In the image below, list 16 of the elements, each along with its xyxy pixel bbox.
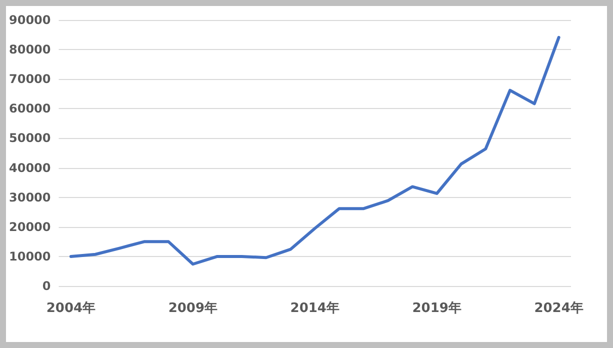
y-tick-label: 0 (42, 279, 51, 293)
y-tick-label: 40000 (9, 160, 51, 175)
x-tick-label: 2019年 (412, 301, 462, 316)
y-tick-label: 50000 (9, 131, 51, 146)
y-tick-label: 90000 (9, 13, 51, 27)
y-tick-label: 80000 (9, 42, 51, 57)
x-tick-label: 2014年 (290, 301, 340, 316)
y-tick-label: 20000 (9, 220, 51, 234)
y-tick-label: 30000 (9, 190, 51, 204)
y-tick-label: 60000 (9, 102, 51, 116)
x-tick-label: 2004年 (46, 301, 96, 316)
y-tick-label: 10000 (9, 249, 51, 264)
y-tick-label: 70000 (9, 72, 51, 86)
x-tick-label: 2024年 (534, 301, 584, 316)
line-series (69, 36, 560, 266)
x-tick-label: 2009年 (168, 301, 218, 316)
